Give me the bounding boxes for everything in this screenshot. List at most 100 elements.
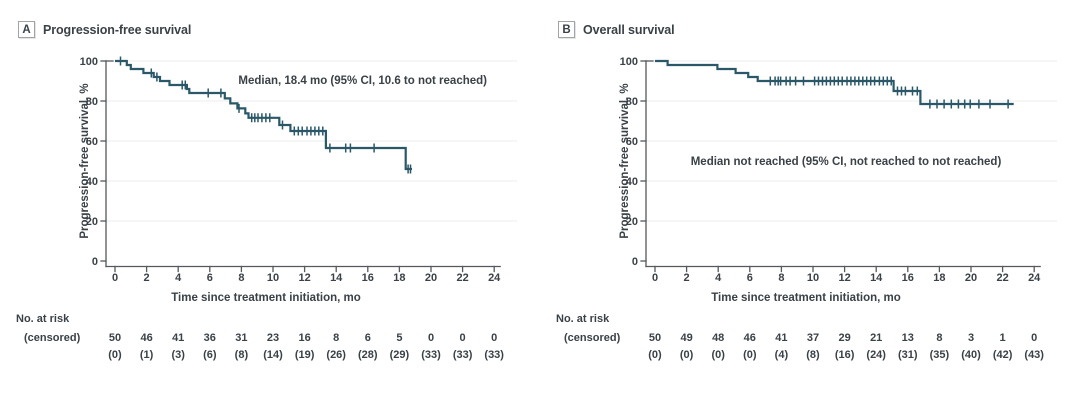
censored-count: (8) xyxy=(235,349,249,361)
at-risk-count: 23 xyxy=(267,332,279,344)
at-risk-count: 48 xyxy=(712,332,724,344)
x-tick-labels: 0 2 4 6 8 10 12 14 16 18 20 22 24 xyxy=(652,272,1041,284)
panel-a-label-box: A xyxy=(18,21,35,38)
risk-table-censored-label: (censored) xyxy=(564,332,621,344)
censored-count: (29) xyxy=(390,349,410,361)
svg-text:60: 60 xyxy=(86,136,98,148)
censored-count: (42) xyxy=(993,349,1013,361)
gridlines xyxy=(107,60,517,222)
svg-text:0: 0 xyxy=(632,256,638,268)
panel-progression-free-survival: A Progression-free survival 0 20 40 60 80 100… xyxy=(16,21,517,361)
risk-table-label: No. at risk xyxy=(16,313,70,325)
svg-text:24: 24 xyxy=(1028,272,1041,284)
at-risk-count: 46 xyxy=(140,332,152,344)
at-risk-count: 36 xyxy=(204,332,216,344)
at-risk-count: 41 xyxy=(172,332,184,344)
x-axis-label: Time since treatment initiation, mo xyxy=(171,292,361,304)
censored-count: (33) xyxy=(453,349,473,361)
censored-count: (0) xyxy=(680,349,694,361)
axes xyxy=(640,60,1041,273)
censored-count: (0) xyxy=(648,349,662,361)
svg-text:100: 100 xyxy=(80,56,98,68)
y-axis-label: Progression-free survival, % xyxy=(79,83,91,238)
censored-count: (16) xyxy=(835,349,855,361)
svg-text:80: 80 xyxy=(626,96,638,108)
svg-text:0: 0 xyxy=(112,272,118,284)
survival-curve xyxy=(655,59,1014,106)
censored-count: (14) xyxy=(263,349,283,361)
y-tick-labels: 0 20 40 60 80 100 xyxy=(620,56,638,268)
svg-text:100: 100 xyxy=(620,56,638,68)
svg-text:22: 22 xyxy=(996,272,1008,284)
svg-text:6: 6 xyxy=(207,272,213,284)
svg-text:20: 20 xyxy=(965,272,977,284)
y-tick-labels: 0 20 40 60 80 100 xyxy=(80,56,98,268)
svg-text:16: 16 xyxy=(902,272,914,284)
at-risk-count: 37 xyxy=(807,332,819,344)
censored-count: (1) xyxy=(140,349,154,361)
svg-text:8: 8 xyxy=(238,272,244,284)
svg-text:10: 10 xyxy=(267,272,279,284)
censored-count: (28) xyxy=(358,349,378,361)
at-risk-count: 0 xyxy=(1031,332,1037,344)
at-risk-count: 3 xyxy=(968,332,974,344)
censored-count: (4) xyxy=(775,349,789,361)
at-risk-count: 0 xyxy=(491,332,497,344)
censored-count: (43) xyxy=(1024,349,1044,361)
axes xyxy=(100,60,501,273)
at-risk-count: 21 xyxy=(870,332,882,344)
censored-count: (19) xyxy=(295,349,315,361)
gridlines xyxy=(647,60,1057,222)
svg-text:18: 18 xyxy=(393,272,405,284)
svg-text:6: 6 xyxy=(747,272,753,284)
panel-b-label-box: B xyxy=(558,21,575,38)
svg-text:10: 10 xyxy=(807,272,819,284)
risk-table-censored-label: (censored) xyxy=(24,332,81,344)
panel-overall-survival: B Overall survival 0 20 40 60 80 100 0 2 4 6 8 10 12… xyxy=(540,0,1080,400)
survival-curve xyxy=(115,59,412,171)
at-risk-count: 0 xyxy=(460,332,466,344)
at-risk-count: 29 xyxy=(838,332,850,344)
censor-ticks xyxy=(769,76,1009,109)
censored-count: (33) xyxy=(421,349,441,361)
svg-text:2: 2 xyxy=(144,272,150,284)
at-risk-count: 50 xyxy=(649,332,661,344)
at-risk-count: 13 xyxy=(902,332,914,344)
panel-b-header: B Overall survival xyxy=(558,21,675,38)
at-risk-count: 46 xyxy=(744,332,756,344)
svg-text:24: 24 xyxy=(488,272,501,284)
risk-table: No. at risk(censored) 50 49 48 46 41 37 29 21 13 8… xyxy=(556,313,1044,361)
censored-count: (0) xyxy=(108,349,122,361)
at-risk-count: 41 xyxy=(775,332,787,344)
median-annotation: Median, 18.4 mo (95% CI, 10.6 to not rea… xyxy=(238,75,487,87)
svg-text:4: 4 xyxy=(175,272,182,284)
svg-text:22: 22 xyxy=(456,272,468,284)
at-risk-count: 8 xyxy=(936,332,942,344)
censored-count: (40) xyxy=(961,349,981,361)
svg-text:60: 60 xyxy=(626,136,638,148)
censor-ticks xyxy=(119,56,412,174)
censored-count: (8) xyxy=(806,349,820,361)
censored-count: (24) xyxy=(866,349,886,361)
x-axis-label: Time since treatment initiation, mo xyxy=(711,292,901,304)
at-risk-count: 6 xyxy=(365,332,371,344)
censored-count: (3) xyxy=(171,349,185,361)
svg-text:2: 2 xyxy=(684,272,690,284)
svg-text:4: 4 xyxy=(715,272,722,284)
censored-count: (6) xyxy=(203,349,217,361)
svg-text:12: 12 xyxy=(298,272,310,284)
svg-text:40: 40 xyxy=(626,176,638,188)
censored-count: (0) xyxy=(711,349,725,361)
at-risk-count: 1 xyxy=(1000,332,1006,344)
at-risk-count: 16 xyxy=(298,332,310,344)
svg-text:40: 40 xyxy=(86,176,98,188)
svg-text:20: 20 xyxy=(86,216,98,228)
svg-text:20: 20 xyxy=(425,272,437,284)
panel-a-title: Progression-free survival xyxy=(43,22,192,37)
svg-text:14: 14 xyxy=(870,272,883,284)
censored-count: (26) xyxy=(326,349,346,361)
y-axis-label: Progression-free survival, % xyxy=(619,83,631,238)
